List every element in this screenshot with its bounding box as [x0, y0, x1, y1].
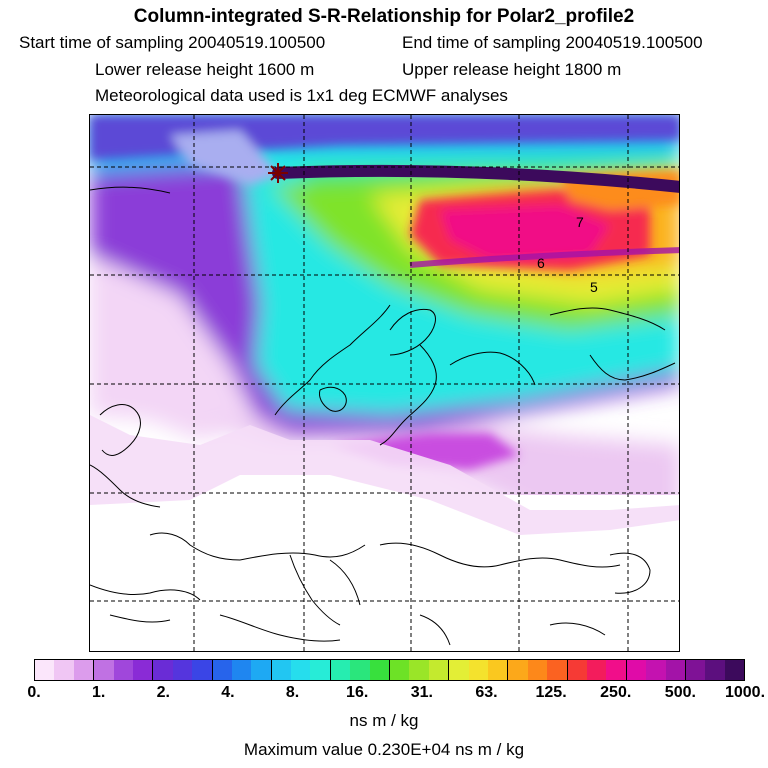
colorbar-segment — [172, 660, 193, 680]
upper-release-height-label: Upper release height 1800 m — [402, 60, 622, 79]
colorbar-segment — [369, 660, 391, 680]
contour-label: 6 — [537, 255, 545, 271]
colorbar-segment — [212, 660, 232, 680]
colorbar-segment — [271, 660, 292, 680]
colorbar-segment — [350, 660, 370, 680]
colorbar-segment — [132, 660, 154, 680]
colorbar-segment — [35, 660, 55, 680]
colorbar-tick-label: 2. — [156, 684, 170, 701]
colorbar-tick-label: 500. — [664, 684, 696, 701]
end-time-label: End time of sampling 20040519.100500 — [402, 33, 703, 52]
colorbar-segment — [310, 660, 331, 680]
colorbar-segment — [626, 660, 647, 680]
colorbar-segment — [449, 660, 469, 680]
colorbar-segment — [330, 660, 351, 680]
colorbar-segment — [94, 660, 114, 680]
colorbar-units: ns m / kg — [349, 711, 419, 730]
colorbar-segment — [409, 660, 429, 680]
colorbar-segment — [487, 660, 509, 680]
sensitivity-map: 7 6 5 — [90, 115, 679, 651]
colorbar-segment — [606, 660, 627, 680]
colorbar-tick-label: 125. — [535, 684, 567, 701]
colorbar-tick-label: 63. — [475, 684, 498, 701]
contour-label: 5 — [590, 279, 598, 295]
colorbar-segment — [665, 660, 686, 680]
colorbar-segment — [73, 660, 95, 680]
lower-release-height-label: Lower release height 1600 m — [95, 60, 315, 79]
colorbar-segment — [231, 660, 252, 680]
colorbar-segment — [586, 660, 607, 680]
colorbar-tick-label: 250. — [600, 684, 632, 701]
colorbar-segment — [153, 660, 173, 680]
colorbar-segment — [527, 660, 548, 680]
star-icon — [268, 163, 288, 183]
contour-label: 7 — [576, 214, 584, 230]
colorbar-tick-label: 0. — [27, 684, 41, 701]
coastlines — [90, 186, 676, 646]
colorbar-segment — [291, 660, 311, 680]
colorbar-segment — [428, 660, 450, 680]
graticule — [90, 115, 679, 651]
maximum-value-label: Maximum value 0.230E+04 ns m / kg — [243, 740, 525, 759]
colorbar-segment — [646, 660, 666, 680]
colorbar-segment — [251, 660, 272, 680]
plot-title: Column-integrated S-R-Relationship for P… — [133, 6, 635, 27]
colorbar — [34, 659, 745, 681]
colorbar-segment — [685, 660, 706, 680]
colorbar-segment — [724, 660, 744, 680]
colorbar-segment — [705, 660, 725, 680]
meteorological-data-label: Meteorological data used is 1x1 deg ECMW… — [95, 86, 508, 105]
map-panel: 7 6 5 — [89, 114, 680, 652]
colorbar-segment — [468, 660, 488, 680]
colorbar-tick-label: 4. — [221, 684, 235, 701]
colorbar-segment — [547, 660, 568, 680]
colorbar-segment — [54, 660, 74, 680]
colorbar-tick-label: 31. — [410, 684, 433, 701]
colorbar-tick-label: 1. — [91, 684, 106, 701]
colorbar-segment — [508, 660, 528, 680]
colorbar-segment — [113, 660, 133, 680]
start-time-label: Start time of sampling 20040519.100500 — [19, 33, 326, 52]
colorbar-tick-label: 1000. — [724, 684, 766, 701]
colorbar-segment — [192, 660, 213, 680]
colorbar-tick-label: 8. — [285, 684, 300, 701]
colorbar-tick-label: 16. — [346, 684, 369, 701]
colorbar-segment — [567, 660, 587, 680]
colorbar-segment — [390, 660, 410, 680]
